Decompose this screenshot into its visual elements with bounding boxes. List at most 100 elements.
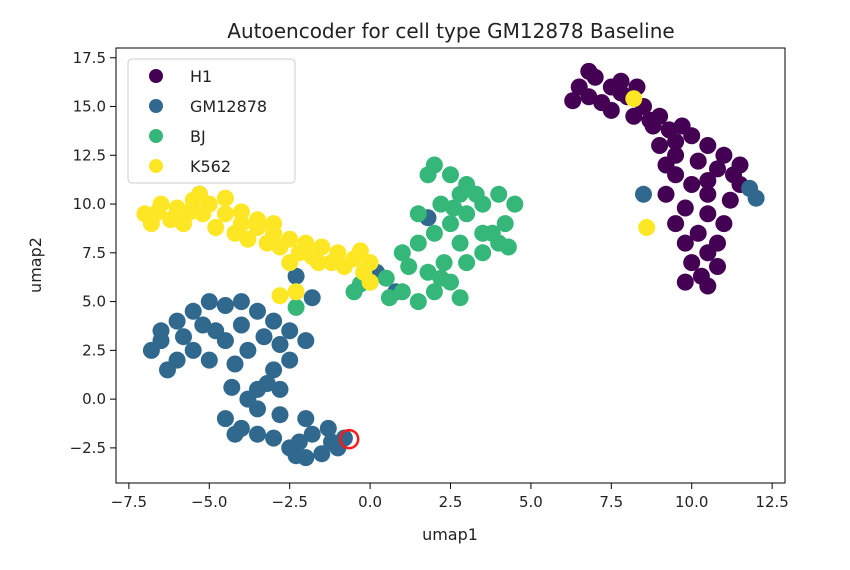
point-bj-29 — [419, 263, 437, 281]
point-gm12878-41 — [271, 406, 289, 424]
point-bj-24 — [409, 205, 427, 223]
point-k562-33 — [271, 287, 289, 305]
legend-marker-k562 — [149, 159, 163, 173]
point-bj-31 — [451, 289, 469, 307]
point-k562-35 — [355, 263, 373, 281]
point-gm12878-5 — [216, 297, 234, 314]
point-bj-25 — [474, 224, 492, 242]
highlight-red-circle — [338, 428, 360, 450]
point-k562-22 — [258, 234, 276, 252]
point-gm12878-8 — [265, 312, 283, 330]
point-bj-5 — [425, 224, 443, 242]
point-gm12878-22 — [175, 328, 192, 346]
point-gm12878-36 — [313, 445, 331, 463]
point-gm12878-25 — [232, 316, 250, 334]
point-k562-29 — [216, 189, 234, 207]
point-h1-19 — [709, 160, 726, 178]
point-h1-35 — [683, 254, 701, 272]
point-h1-14 — [699, 137, 717, 154]
point-h1-38 — [676, 273, 694, 291]
point-h1-45 — [641, 111, 659, 129]
point-h1-33 — [676, 234, 694, 252]
point-bj-35 — [432, 269, 450, 287]
point-gm12878-28 — [258, 375, 276, 392]
legend-marker-gm12878 — [149, 99, 163, 113]
point-bj-14 — [458, 254, 476, 272]
y-tick-label: −2.5 — [70, 439, 106, 457]
point-gm12878-33 — [265, 429, 283, 447]
point-gm12878-20 — [159, 361, 176, 379]
x-tick-label: 2.5 — [439, 493, 463, 511]
legend-label-bj: BJ — [190, 127, 206, 146]
legend-box — [127, 58, 296, 184]
point-bj-7 — [458, 205, 476, 223]
y-axis: −2.5 0.0 2.5 5.0 7.5 10.0 12.5 15.0 17.5 — [70, 49, 116, 457]
point-k562-21 — [239, 230, 257, 248]
point-gm12878-7 — [249, 302, 266, 320]
point-h1-31 — [689, 224, 707, 242]
point-h1-46 — [673, 117, 691, 135]
point-bj-6 — [442, 215, 459, 233]
point-h1-40 — [580, 62, 598, 80]
point-gm12878-44 — [290, 433, 308, 451]
point-k562-31 — [281, 254, 299, 272]
point-h1-30 — [667, 215, 685, 233]
point-h1-23 — [657, 185, 675, 203]
point-bj-30 — [380, 289, 398, 307]
point-gm12878-9 — [281, 322, 299, 340]
y-tick-label: 12.5 — [73, 146, 106, 164]
x-tick-label: −5.0 — [191, 493, 227, 511]
point-gm12878-24 — [207, 322, 225, 340]
point-gm12878-47 — [223, 378, 241, 396]
point-bj-18 — [393, 283, 411, 301]
point-bj-10 — [506, 195, 524, 213]
point-bj-33 — [467, 185, 485, 203]
point-h1-48 — [699, 172, 717, 190]
point-gm12878-12 — [265, 361, 283, 379]
point-bj-17 — [409, 293, 427, 311]
y-tick-label: 0.0 — [82, 390, 106, 408]
point-h1-39 — [699, 277, 717, 295]
point-gm12878-48 — [287, 447, 305, 465]
point-k562-32 — [287, 283, 305, 301]
point-gm12878-4 — [200, 293, 218, 311]
x-tick-label: 12.5 — [755, 493, 788, 511]
point-gm12878-6 — [232, 293, 250, 311]
point-k562-27 — [335, 258, 353, 275]
point-gm12878-21 — [152, 332, 170, 350]
point-bj-34 — [419, 166, 437, 184]
x-tick-label: 7.5 — [599, 493, 623, 511]
points-layer — [136, 62, 765, 467]
point-bj-11 — [496, 215, 514, 233]
point-bj-28 — [435, 254, 453, 272]
point-bj-3 — [393, 244, 411, 262]
point-gm12878-2 — [168, 312, 186, 330]
point-gm12878-30 — [216, 410, 234, 428]
point-h1-7 — [602, 101, 620, 119]
point-k562-38 — [149, 203, 167, 221]
point-k562-43 — [351, 242, 369, 260]
legend-marker-h1 — [149, 69, 163, 83]
y-tick-label: 17.5 — [73, 49, 106, 67]
point-h1-43 — [564, 92, 582, 110]
legend-label-gm12878: GM12878 — [190, 97, 267, 116]
point-gm12878-11 — [281, 351, 299, 369]
point-gm12878-49 — [323, 433, 340, 451]
y-tick-label: 10.0 — [73, 195, 106, 213]
point-gm12878-27 — [271, 336, 289, 353]
point-k562-28 — [249, 211, 266, 229]
point-bj-2 — [377, 269, 395, 287]
x-tick-label: 5.0 — [519, 493, 543, 511]
point-gm12878-18 — [184, 341, 202, 359]
point-k562-19 — [207, 219, 225, 236]
point-gm12878-43 — [226, 425, 244, 443]
legend-marker-bj — [149, 129, 163, 143]
point-h1-29 — [715, 215, 733, 233]
annotation-layer — [338, 428, 360, 450]
point-h1-25 — [721, 191, 739, 209]
y-tick-label: 15.0 — [73, 98, 106, 116]
point-k562-30 — [191, 185, 209, 203]
point-bj-9 — [490, 185, 508, 203]
y-tick-label: 5.0 — [82, 293, 106, 311]
